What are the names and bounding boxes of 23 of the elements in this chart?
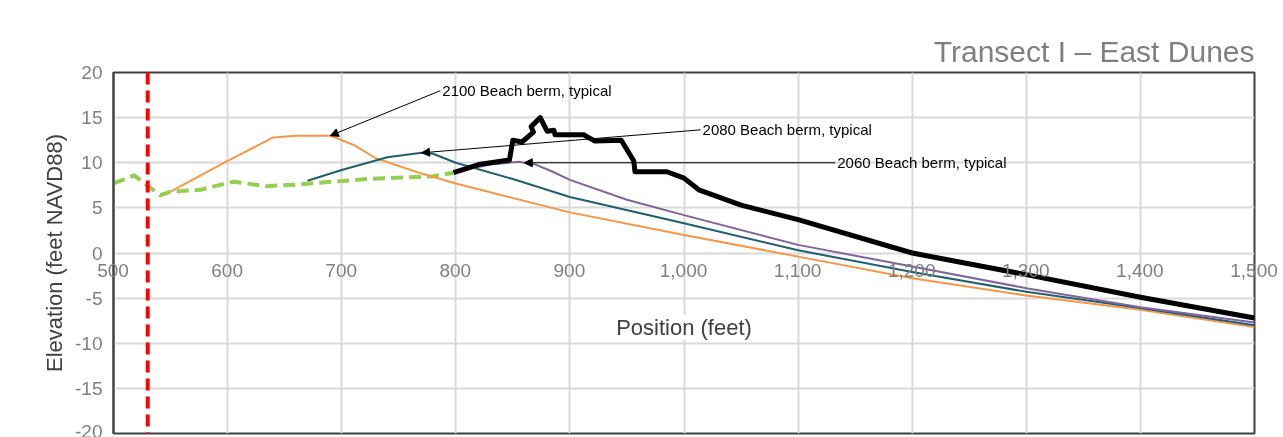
line-series (113, 170, 456, 198)
y-tick-label: 20 (81, 62, 103, 83)
chart-title: Transect I – East Dunes (933, 34, 1255, 68)
x-tick-label: 1,400 (1116, 259, 1164, 281)
y-tick-label: 15 (81, 107, 103, 129)
x-axis-title: Position (feet) (616, 315, 752, 340)
annotation: 2080 Beach berm, typical (702, 121, 872, 139)
y-tick-label: -5 (85, 287, 103, 309)
y-axis-title: Elevation (feet NAVD88) (42, 133, 68, 373)
x-tick-label: 600 (211, 259, 243, 281)
x-tick-label: 700 (325, 259, 358, 281)
x-tick-label: 900 (553, 259, 586, 281)
x-tick-label: 1,100 (773, 259, 822, 281)
annotation: 2060 Beach berm, typical (837, 154, 1007, 172)
x-tick-label: 800 (439, 259, 472, 281)
x-tick-label: 1,000 (659, 259, 708, 281)
y-tick-label: -20 (75, 420, 103, 437)
y-tick-label: 5 (91, 197, 103, 219)
y-tick-label: -10 (75, 332, 103, 354)
y-tick-label: 0 (91, 242, 103, 264)
annotation: 2100 Beach berm, typical (442, 82, 612, 100)
y-tick-label: 10 (81, 152, 103, 174)
y-tick-label: -15 (75, 377, 103, 399)
